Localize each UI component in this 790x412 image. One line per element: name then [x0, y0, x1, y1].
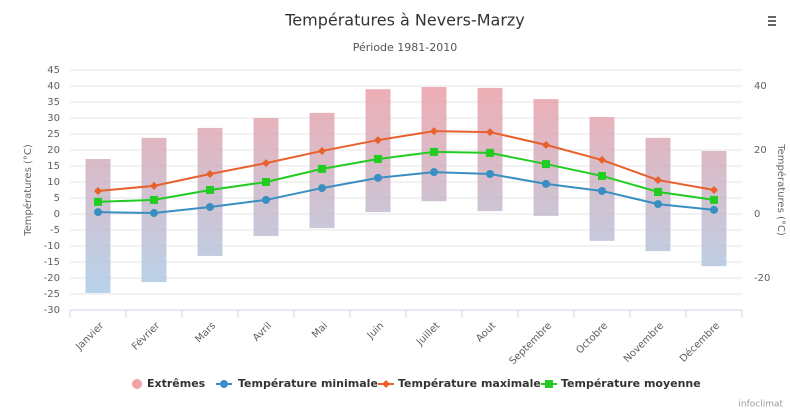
point [206, 186, 214, 194]
range-bar [533, 99, 559, 216]
legend-label[interactable]: Température moyenne [561, 377, 701, 390]
legend-marker [220, 380, 228, 388]
y-tick-label: -30 [44, 305, 60, 316]
point [710, 186, 718, 194]
point [374, 173, 382, 182]
x-tick-label: Mars [193, 320, 218, 345]
point [430, 147, 438, 156]
legend-marker [545, 380, 553, 388]
y-tick-label: 45 [47, 65, 60, 76]
point [598, 155, 606, 164]
x-tick-label: Décembre [677, 320, 722, 365]
series-line [97, 171, 715, 215]
x-tick-label: Octobre [574, 320, 610, 356]
point [598, 171, 606, 180]
y2-tick-label: -20 [754, 273, 770, 284]
legend-label[interactable]: Extrêmes [147, 377, 206, 390]
x-tick-label: Aout [474, 320, 498, 344]
point [262, 178, 270, 186]
point [150, 195, 158, 204]
y-axis-label: Températures (°C) [22, 144, 34, 237]
point [430, 168, 438, 177]
range-bar [253, 118, 279, 237]
y-tick-label: 0 [54, 209, 60, 220]
point [318, 146, 326, 155]
y-tick-label: -10 [44, 241, 60, 252]
y-tick-label: 15 [47, 161, 60, 172]
range-bar [421, 86, 447, 202]
point [318, 184, 326, 193]
point [262, 159, 270, 168]
x-tick-label: Juillet [414, 320, 442, 348]
x-tick-label: Février [129, 319, 162, 352]
point [710, 205, 718, 214]
y-tick-label: 25 [47, 129, 60, 140]
y-tick-label: 20 [47, 145, 60, 156]
credits: infoclimat [738, 400, 783, 410]
point [654, 176, 662, 185]
point [654, 187, 662, 196]
y-tick-label: 40 [47, 81, 60, 92]
point [654, 200, 662, 209]
point [206, 202, 214, 211]
point [94, 186, 102, 195]
point [598, 186, 606, 195]
range-bar [365, 89, 391, 213]
point [542, 160, 550, 169]
chart-title: Températures à Nevers-Marzy [284, 11, 525, 30]
point [430, 127, 438, 136]
series-line [97, 150, 715, 203]
point [542, 140, 550, 149]
range-bar [85, 158, 111, 294]
menu-button[interactable] [768, 16, 776, 26]
point [486, 148, 494, 157]
point [150, 209, 158, 218]
y-tick-label: 10 [47, 177, 60, 188]
chart-subtitle: Période 1981-2010 [353, 41, 458, 54]
point [94, 197, 102, 206]
y-tick-label: -20 [44, 273, 60, 284]
x-tick-label: Janvier [73, 320, 106, 353]
y-tick-label: -25 [44, 289, 60, 300]
y2-tick-label: 40 [754, 81, 767, 92]
point [374, 136, 382, 145]
point [262, 195, 270, 204]
point [206, 170, 214, 178]
y-tick-label: 35 [47, 97, 60, 108]
point [150, 181, 158, 190]
point [486, 170, 494, 178]
y2-tick-label: 0 [754, 209, 760, 220]
x-tick-label: Juin [365, 320, 387, 342]
y-tick-label: 30 [47, 113, 60, 124]
legend-marker [382, 380, 390, 388]
point [710, 195, 718, 204]
legend-label[interactable]: Température minimale [238, 377, 378, 390]
y2-tick-label: 20 [754, 145, 767, 156]
x-tick-label: Novembre [622, 320, 666, 364]
legend-marker [132, 379, 142, 389]
point [374, 154, 382, 163]
series-line [97, 130, 715, 192]
y-tick-label: 5 [54, 193, 60, 204]
x-tick-label: Septembre [508, 320, 555, 367]
x-tick-label: Avril [251, 320, 274, 343]
y-tick-label: -5 [50, 225, 60, 236]
point [94, 208, 102, 217]
legend-label[interactable]: Température maximale [398, 377, 541, 390]
x-tick-label: Mai [310, 320, 330, 340]
y-tick-label: -15 [44, 257, 60, 268]
point [486, 128, 494, 137]
y2-axis-label: Températures (°C) [775, 143, 787, 236]
point [318, 164, 326, 173]
point [542, 179, 550, 188]
